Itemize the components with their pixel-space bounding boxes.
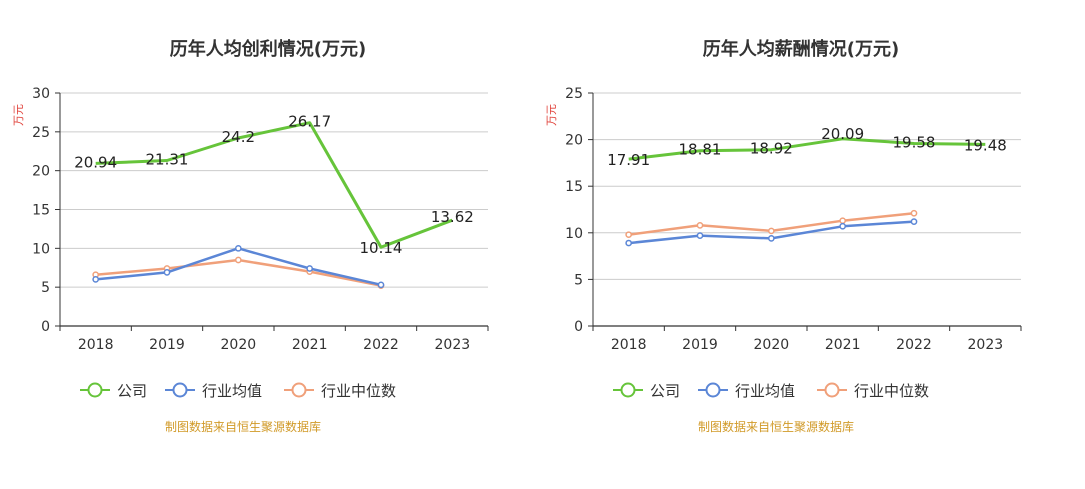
legend-marker-company [87,382,103,398]
chart-title: 历年人均薪酬情况(万元) [703,38,899,60]
data-point-industry-avg [910,218,918,225]
legend-label-industry-avg: 行业均值 [202,382,262,400]
y-tick-label: 15 [32,203,50,219]
data-point-industry-avg [767,235,775,242]
data-point-industry-avg [377,281,385,289]
data-label-company: 20.09 [821,125,864,143]
data-point-industry-median [234,256,242,264]
data-label-company: 24.2 [222,128,255,146]
legend-label-industry-avg: 行业均值 [735,382,795,400]
data-label-company: 18.81 [679,141,722,159]
y-tick-label: 25 [32,125,50,141]
salary-per-capita-chart: 历年人均薪酬情况(万元) 万元 0 5 10 15 20 25 2018 2019 2020 2021… [533,0,1073,489]
data-point-industry-avg [163,269,171,276]
data-point-industry-median [696,221,704,229]
data-label-company: 19.48 [964,136,1007,154]
profit-chart-svg: 历年人均创利情况(万元) 万元 0 5 10 15 20 25 30 2018 2019 2020 20… [12,38,489,434]
salary-chart-svg: 历年人均薪酬情况(万元) 万元 0 5 10 15 20 25 2018 2019 2020 2021… [545,38,1022,434]
x-tick-label: 2022 [896,337,932,353]
data-label-company: 26.17 [288,113,331,131]
data-point-industry-avg [234,244,242,252]
data-label-company: 10.14 [360,239,403,257]
x-tick-label: 2021 [292,337,328,353]
data-label-company: 19.58 [893,134,936,152]
data-point-industry-avg [306,265,314,272]
legend-label-industry-median: 行业中位数 [854,382,929,400]
series-line-company [628,137,986,161]
data-point-industry-median [625,231,633,239]
y-axis-unit-label: 万元 [545,104,558,126]
x-tick-label: 2023 [968,337,1004,353]
y-tick-label: 5 [41,280,50,296]
x-tick-label: 2018 [611,337,647,353]
legend-label-company: 公司 [650,382,680,400]
data-label-company: 21.31 [146,150,189,168]
x-tick-label: 2022 [363,337,399,353]
data-point-industry-avg [696,232,704,239]
y-tick-label: 10 [565,226,583,242]
data-source-note: 制图数据来自恒生聚源数据库 [698,419,854,434]
y-tick-label: 25 [565,86,583,102]
y-tick-label: 0 [574,319,583,335]
data-point-industry-avg [92,276,100,283]
x-tick-label: 2020 [221,337,257,353]
data-label-company: 18.92 [750,140,793,158]
data-label-company: 20.94 [74,153,117,171]
data-point-industry-median [910,209,918,217]
series-line-industry-avg [95,247,382,287]
legend-marker-company [620,382,636,398]
series-line-industry-median [95,258,382,287]
x-tick-label: 2021 [825,337,861,353]
legend-label-company: 公司 [117,382,147,400]
legend-marker-industry-median [824,382,840,398]
y-axis-unit-label: 万元 [12,104,25,126]
legend-marker-industry-median [291,382,307,398]
x-tick-label: 2020 [754,337,790,353]
data-label-company: 17.91 [607,151,650,169]
y-tick-label: 20 [32,164,50,180]
series-line-company [95,121,453,249]
x-tick-label: 2023 [435,337,471,353]
data-source-note: 制图数据来自恒生聚源数据库 [165,419,321,434]
data-point-industry-median [767,227,775,235]
x-tick-label: 2019 [682,337,718,353]
profit-per-capita-chart: 历年人均创利情况(万元) 万元 0 5 10 15 20 25 30 2018 2019 2020 20… [0,0,540,489]
chart-title: 历年人均创利情况(万元) [170,38,366,60]
y-tick-label: 5 [574,272,583,288]
y-tick-label: 15 [565,179,583,195]
data-point-industry-avg [839,222,847,230]
data-label-company: 13.62 [431,208,474,226]
x-tick-label: 2019 [149,337,185,353]
y-tick-label: 20 [565,133,583,149]
legend-label-industry-median: 行业中位数 [321,382,396,400]
x-tick-label: 2018 [78,337,114,353]
data-point-industry-avg [625,239,633,247]
y-tick-label: 10 [32,241,50,257]
data-point-industry-median [839,217,847,225]
y-tick-label: 0 [41,319,50,335]
legend-marker-industry-avg [705,382,721,398]
legend-marker-industry-avg [172,382,188,398]
y-tick-label: 30 [32,86,50,102]
